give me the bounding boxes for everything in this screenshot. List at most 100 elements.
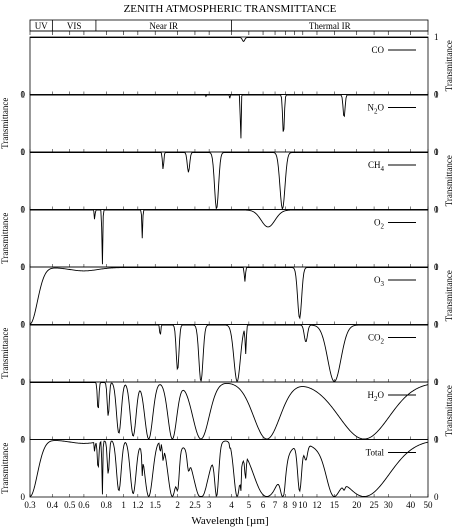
transmittance-line [30,152,428,211]
x-axis-label: Wavelength [µm] [191,515,268,527]
band-label: Thermal IR [309,21,351,31]
y-tick-right: 0 [434,262,439,272]
y-tick-left: 0 [21,262,26,272]
y-axis-label-left: Transmittance [0,98,10,149]
y-tick-left: 1 [21,377,26,387]
x-tick-label: 8 [283,500,288,510]
series-label: O2 [374,218,385,231]
band-bar-frame [29,19,429,32]
transmittance-line [30,209,428,265]
x-tick-label: 15 [330,500,340,510]
x-tick-label: 2 [175,500,180,510]
transmittance-line [30,94,428,139]
series-label: CO [371,45,384,55]
y-tick-right: 1 [434,147,439,157]
x-tick-label: 5 [247,500,252,510]
y-tick-right: 1 [434,262,439,272]
wavelength-band-bar: UV VIS Near IR Thermal IR [29,19,429,35]
panel-frame [29,266,429,325]
y-axis-label-left: Transmittance [0,213,10,264]
y-tick-left: 0 [21,320,26,330]
series-label: Total [366,448,385,458]
y-tick-left: 0 [21,492,26,502]
transmittance-line [29,440,429,498]
x-tick-label: 0.8 [101,500,113,510]
y-tick-right: 0 [434,377,439,387]
x-tick-label: 0.5 [64,500,76,510]
x-tick-label: 6 [261,500,266,510]
y-tick-right: 0 [434,90,439,100]
series-label: CH4 [368,160,385,173]
panel-frame [29,439,429,498]
y-tick-left: 1 [21,435,26,445]
x-tick-label: 9 [292,500,297,510]
series-label: H2O [368,390,385,403]
y-tick-right: 1 [434,90,439,100]
x-tick-label: 12 [312,500,321,510]
y-tick-left: 0 [21,147,26,157]
band-label: Near IR [149,21,178,31]
y-tick-left: 0 [21,205,26,215]
y-axis-label-left: Transmittance [0,328,10,379]
x-tick-label: 25 [370,500,380,510]
y-tick-left: 0 [21,90,26,100]
x-axis: 0.3 0.4 0.5 0.6 0.8 1 1.2 1.5 2 2.5 3 4 5 6 7 8 9 10 12 15 2… [24,500,433,510]
y-tick-left: 1 [21,205,26,215]
x-tick-label: 1.2 [132,500,143,510]
y-axis-label-left: Transmittance [0,443,10,494]
x-tick-label: 30 [384,500,394,510]
y-tick-right: 0 [434,492,439,502]
x-tick-label: 0.4 [47,500,59,510]
y-tick-right: 0 [434,320,439,330]
x-tick-label: 50 [424,500,434,510]
y-tick-left: 1 [21,262,26,272]
x-tick-label: 1 [121,500,126,510]
x-tick-label: 10 [298,500,308,510]
x-tick-label: 0.6 [78,500,90,510]
x-tick-label: 0.3 [24,500,36,510]
y-axis-label-right: Transmittance [444,270,454,321]
y-tick-left: 0 [21,377,26,387]
y-tick-right: 0 [434,435,439,445]
chart-title: ZENITH ATMOSPHERIC TRANSMITTANCE [124,3,337,15]
y-tick-right: 1 [434,320,439,330]
transmittance-line [30,37,428,42]
series-label: N2O [368,103,385,116]
transmittance-line [29,267,428,325]
x-tick-label: 7 [273,500,278,510]
x-tick-label: 40 [406,500,416,510]
y-axis-label-right: Transmittance [444,40,454,91]
y-tick-right: 1 [434,435,439,445]
series-label: O3 [374,275,385,288]
y-axis-label-right: Transmittance [444,155,454,206]
y-tick-right: 1 [434,32,439,42]
transmittance-line [30,382,429,440]
x-tick-label: 4 [229,500,234,510]
y-tick-right: 1 [434,205,439,215]
band-label: UV [35,21,48,31]
panel-frame [29,36,429,95]
y-tick-left: 1 [21,90,26,100]
transmittance-line [30,324,428,383]
y-tick-left: 1 [21,320,26,330]
y-tick-right: 0 [434,205,439,215]
x-tick-label: 3 [207,500,212,510]
series-label: CO2 [368,333,385,346]
y-tick-right: 1 [434,377,439,387]
y-axis-label-right: Transmittance [444,385,454,436]
y-tick-left: 0 [21,435,26,445]
y-tick-left: 1 [21,147,26,157]
x-tick-label: 2.5 [189,500,201,510]
y-tick-right: 0 [434,147,439,157]
panel-frame [29,209,429,268]
